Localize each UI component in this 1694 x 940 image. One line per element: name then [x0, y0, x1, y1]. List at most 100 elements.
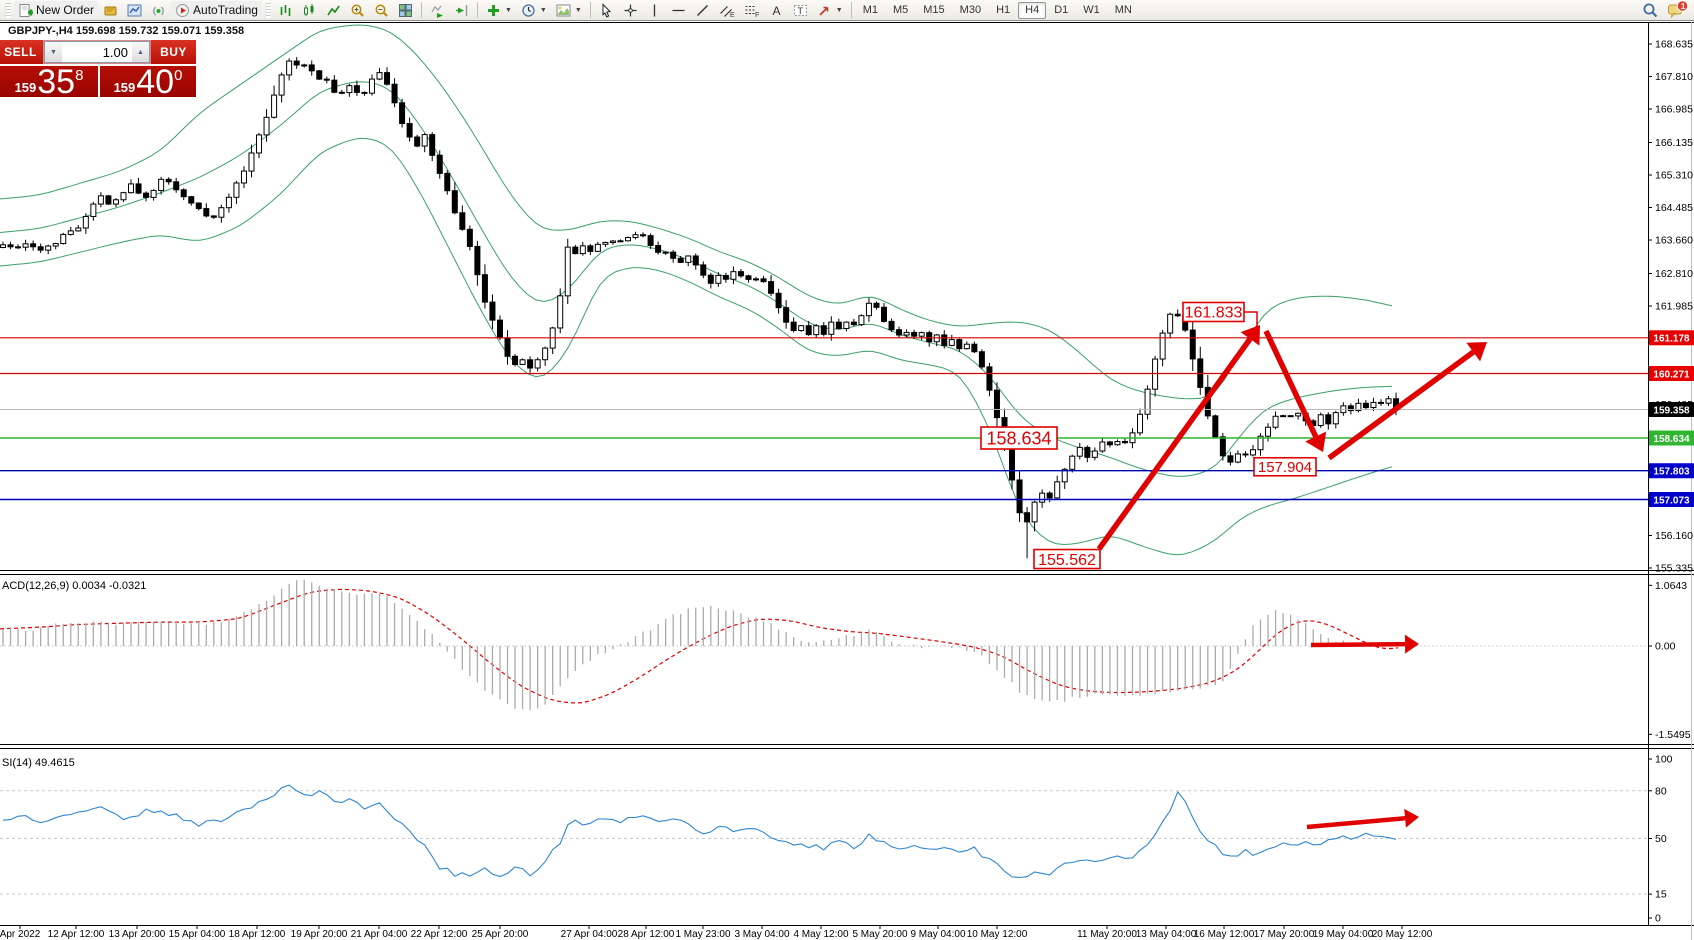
- horizontal-line-icon[interactable]: [667, 0, 690, 20]
- svg-text:28 Apr 12:00: 28 Apr 12:00: [618, 929, 675, 940]
- timeframe-m5[interactable]: M5: [886, 2, 915, 19]
- sell-price-pips: 35: [37, 63, 76, 101]
- indicators-plus-icon: [487, 4, 499, 16]
- svg-text:A: A: [772, 4, 780, 18]
- timeframe-d1[interactable]: D1: [1047, 2, 1075, 19]
- svg-text:F: F: [755, 12, 759, 18]
- buy-price-display[interactable]: 159 40 0: [98, 63, 196, 101]
- line-chart-icon[interactable]: [322, 0, 345, 20]
- macd-histogram: [2, 579, 1397, 711]
- svg-text:Apr 2022: Apr 2022: [0, 929, 41, 940]
- toolbar: New Order AutoTrading ▼ ▼ ▼ E F A: [0, 0, 1694, 21]
- buy-price-base: 159: [113, 80, 136, 95]
- notification-count: 1: [1681, 1, 1686, 11]
- trend-arrow[interactable]: [1306, 815, 1406, 830]
- data-window-icon[interactable]: [123, 0, 146, 20]
- svg-text:166.985: 166.985: [1655, 104, 1693, 116]
- horizontal-level-lines[interactable]: [0, 337, 1648, 501]
- timeframe-m30[interactable]: M30: [953, 2, 988, 19]
- periods-button[interactable]: ▼: [517, 0, 551, 20]
- buy-price-pips: 40: [136, 63, 175, 101]
- bar-chart-icon[interactable]: [274, 0, 297, 20]
- auto-scroll-icon[interactable]: [426, 0, 449, 20]
- annotations[interactable]: 161.833 158.634 157.904 155.562: [980, 301, 1487, 830]
- svg-text:13 Apr 20:00: 13 Apr 20:00: [109, 929, 166, 940]
- toolbar-separator: [476, 2, 478, 18]
- favorites-icon[interactable]: [99, 0, 122, 20]
- svg-text:E: E: [730, 12, 735, 18]
- templates-button[interactable]: ▼: [552, 0, 586, 20]
- text-icon[interactable]: A: [765, 0, 788, 20]
- toolbar-separator: [850, 2, 852, 18]
- text-label-icon[interactable]: T: [789, 0, 812, 20]
- volume-spinner: ▼ ▲: [44, 41, 150, 63]
- price-axis[interactable]: 168.635 167.810 166.985 166.135 165.310 164.4…: [1648, 39, 1694, 575]
- symbol-info: GBPJPY-,H4 159.698 159.732 159.071 159.3…: [8, 25, 245, 37]
- chevron-up-icon: ▲: [137, 48, 144, 56]
- new-order-button[interactable]: New Order: [14, 1, 99, 19]
- svg-text:161.985: 161.985: [1655, 301, 1693, 313]
- chart-shift-icon[interactable]: [450, 0, 473, 20]
- timeframe-mn[interactable]: MN: [1108, 2, 1139, 19]
- zoom-in-icon[interactable]: [346, 0, 369, 20]
- trend-arrow-head[interactable]: [1404, 808, 1419, 828]
- equidistant-channel-icon[interactable]: E: [715, 0, 739, 20]
- crosshair-icon[interactable]: [619, 0, 642, 20]
- arrow-shapes-button[interactable]: ▼: [813, 0, 847, 20]
- trend-arrow[interactable]: [1310, 641, 1406, 648]
- volume-increase-button[interactable]: ▲: [132, 42, 149, 62]
- svg-text:167.810: 167.810: [1655, 71, 1693, 83]
- tile-windows-icon[interactable]: [394, 0, 417, 20]
- svg-text:27 Apr 04:00: 27 Apr 04:00: [561, 929, 618, 940]
- annotation-connector: [1243, 311, 1258, 330]
- trend-arrow[interactable]: [1096, 337, 1253, 551]
- svg-text:157.803: 157.803: [1653, 467, 1690, 478]
- trend-arrow-head[interactable]: [1240, 325, 1260, 346]
- rsi-panel[interactable]: 100 80 50 15 0 SI(14) 49.4615: [0, 754, 1673, 925]
- svg-text:4 May 12:00: 4 May 12:00: [793, 929, 848, 940]
- price-annotation-box[interactable]: [1033, 548, 1101, 570]
- indicators-button[interactable]: ▼: [482, 0, 516, 20]
- volume-decrease-button[interactable]: ▼: [45, 42, 62, 62]
- timeframe-m15[interactable]: M15: [916, 2, 951, 19]
- trend-arrow-head[interactable]: [1305, 431, 1327, 452]
- template-icon: [556, 4, 571, 16]
- sell-price-base: 159: [14, 80, 37, 95]
- chevron-down-icon: ▼: [574, 6, 582, 14]
- volume-input[interactable]: [62, 43, 132, 61]
- time-axis[interactable]: Apr 2022 12 Apr 12:00 13 Apr 20:00 15 Apr 0…: [0, 925, 1433, 940]
- sell-button[interactable]: SELL: [4, 45, 37, 59]
- vertical-line-icon[interactable]: [643, 0, 666, 20]
- fibonacci-icon[interactable]: F: [740, 0, 764, 20]
- trendline-icon[interactable]: [691, 0, 714, 20]
- candlestick-chart-icon[interactable]: [298, 0, 321, 20]
- timeframe-w1[interactable]: W1: [1076, 2, 1107, 19]
- buy-button[interactable]: BUY: [160, 45, 187, 59]
- price-annotation-box[interactable]: [1253, 456, 1317, 477]
- svg-text:16 May 12:00: 16 May 12:00: [1194, 929, 1255, 940]
- timeframe-m1[interactable]: M1: [856, 2, 885, 19]
- trend-arrow-head[interactable]: [1466, 342, 1487, 362]
- toolbar-grip[interactable]: [5, 2, 11, 18]
- svg-text:100: 100: [1655, 754, 1673, 766]
- trend-arrow[interactable]: [1327, 349, 1475, 461]
- svg-text:20 May 12:00: 20 May 12:00: [1372, 929, 1433, 940]
- signals-icon[interactable]: [147, 0, 170, 20]
- timeframe-toolbar: M1 M5 M15 M30 H1 H4 D1 W1 MN: [856, 1, 1139, 19]
- price-annotation-box[interactable]: [1182, 301, 1245, 323]
- toolbar-grip[interactable]: [264, 2, 271, 18]
- search-icon[interactable]: [1638, 0, 1663, 20]
- notifications-button[interactable]: 1: [1667, 0, 1689, 20]
- svg-text:21 Apr 04:00: 21 Apr 04:00: [351, 929, 408, 940]
- timeframe-h1[interactable]: H1: [989, 2, 1017, 19]
- trend-arrow[interactable]: [1263, 329, 1319, 438]
- autotrading-button[interactable]: AutoTrading: [171, 1, 262, 19]
- svg-text:1.0643: 1.0643: [1655, 580, 1687, 592]
- zoom-out-icon[interactable]: [370, 0, 393, 20]
- trend-arrow-head[interactable]: [1404, 634, 1419, 654]
- cursor-icon[interactable]: [595, 0, 618, 20]
- price-annotation-box[interactable]: [980, 426, 1058, 450]
- sell-price-display[interactable]: 159 35 8: [0, 63, 98, 101]
- timeframe-h4[interactable]: H4: [1018, 1, 1047, 19]
